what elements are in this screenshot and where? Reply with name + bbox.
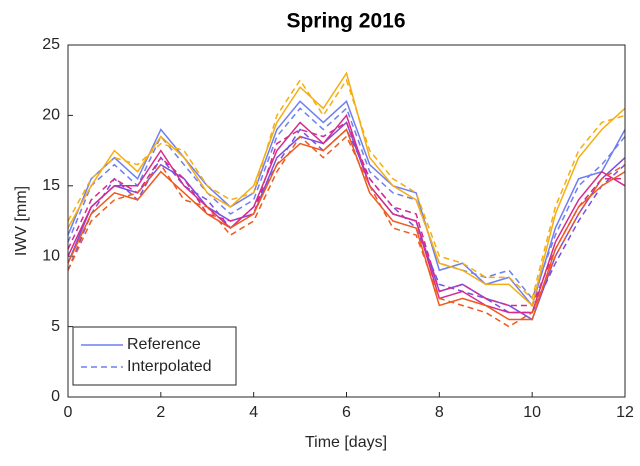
- axes-box: [67, 44, 626, 398]
- x-axis-label: Time [days]: [305, 434, 387, 451]
- y-tick-label: 25: [42, 36, 60, 53]
- x-tick-label: 8: [435, 404, 444, 421]
- legend-box: [72, 326, 237, 386]
- y-axis-label: IWV [mm]: [13, 186, 30, 256]
- y-tick-label: 10: [42, 247, 60, 264]
- y-tick-label: 15: [42, 177, 60, 194]
- y-tick-label: 20: [42, 107, 60, 124]
- x-tick-label: 0: [64, 404, 73, 421]
- series-line: [67, 78, 626, 300]
- x-tick-label: 10: [523, 404, 541, 421]
- legend-label: Reference: [127, 336, 201, 353]
- chart-title: Spring 2016: [286, 10, 405, 33]
- x-tick-label: 12: [616, 404, 634, 421]
- series-line: [67, 128, 626, 321]
- legend-label: Interpolated: [127, 358, 212, 375]
- x-tick-label: 4: [249, 404, 258, 421]
- x-tick-label: 6: [342, 404, 351, 421]
- y-tick-label: 0: [51, 388, 60, 405]
- y-tick-label: 5: [51, 318, 60, 335]
- series-line: [67, 135, 626, 328]
- x-tick-label: 2: [156, 404, 165, 421]
- series-line: [67, 71, 626, 307]
